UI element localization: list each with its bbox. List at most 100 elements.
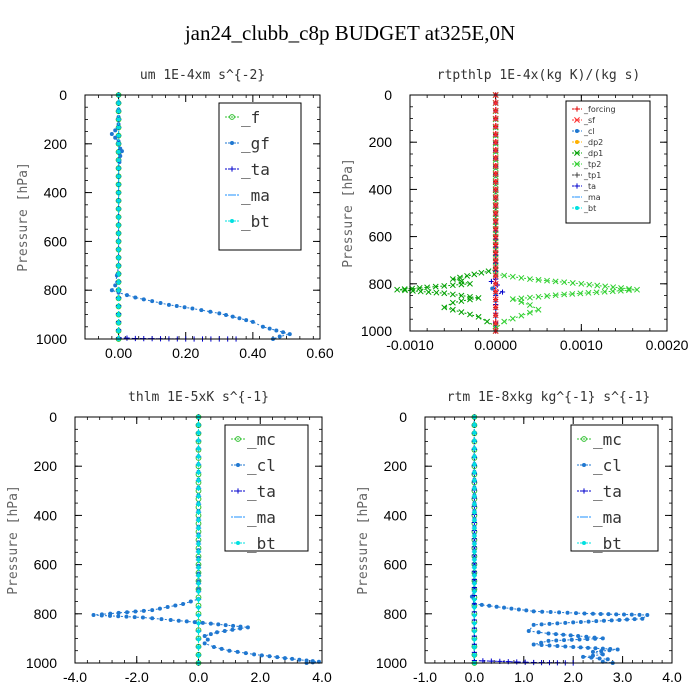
legend-label: _tp1	[583, 171, 601, 180]
legend-entry: _ta	[225, 160, 270, 179]
x-tick-label: -0.0010	[386, 337, 434, 353]
data-point	[274, 328, 279, 333]
data-point	[609, 618, 614, 623]
data-point	[188, 599, 193, 604]
data-point	[593, 636, 598, 641]
data-point	[514, 659, 520, 665]
data-point	[472, 549, 477, 554]
data-point	[243, 651, 248, 656]
data-point	[574, 611, 579, 616]
data-point	[282, 656, 287, 661]
data-point	[441, 304, 448, 311]
data-point	[196, 494, 201, 499]
data-point	[617, 617, 622, 622]
legend-swatch-marker	[574, 161, 580, 167]
legend-box	[224, 424, 309, 552]
data-point	[196, 478, 201, 483]
data-point	[475, 313, 482, 320]
data-point	[458, 298, 465, 305]
data-point	[231, 623, 236, 628]
y-axis-label: Pressure [hPa]	[6, 485, 21, 595]
legend-entry: _gf	[225, 134, 270, 153]
data-point	[250, 319, 255, 324]
x-tick-label: 0.0010	[560, 337, 603, 353]
data-point	[626, 285, 633, 292]
data-point	[196, 430, 201, 435]
legend-entry: _bt	[231, 534, 276, 553]
data-point	[173, 603, 178, 608]
data-point	[472, 597, 477, 602]
data-point	[581, 654, 586, 659]
data-point	[472, 438, 477, 443]
data-point	[199, 308, 204, 313]
data-point	[216, 622, 221, 627]
series-ta	[471, 414, 576, 666]
data-point	[176, 618, 181, 623]
data-point	[116, 149, 121, 154]
legend-swatch-marker	[574, 106, 580, 112]
data-point	[600, 636, 605, 641]
data-point	[645, 613, 650, 618]
data-point	[594, 282, 601, 289]
data-point	[472, 510, 477, 515]
legend-label: _dp1	[583, 149, 603, 158]
data-point	[522, 659, 528, 665]
y-tick-label: 400	[384, 507, 408, 523]
data-point	[168, 617, 173, 622]
legend-swatch-marker	[574, 183, 580, 189]
data-point	[99, 613, 104, 618]
data-point	[501, 318, 508, 325]
legend-label: _bt	[583, 204, 596, 213]
data-point	[449, 299, 456, 306]
data-point	[617, 287, 624, 294]
data-point	[133, 609, 138, 614]
data-point	[116, 255, 121, 260]
data-point	[637, 612, 642, 617]
data-point	[593, 646, 598, 651]
y-tick-label: 400	[34, 507, 58, 523]
data-point	[472, 478, 477, 483]
data-point	[227, 648, 232, 653]
data-point	[208, 621, 213, 626]
series-sf	[492, 92, 499, 334]
data-point	[472, 589, 477, 594]
data-point	[196, 597, 201, 602]
data-point	[531, 642, 536, 647]
data-point	[492, 272, 499, 279]
legend-label: _gf	[241, 134, 270, 153]
data-point	[565, 610, 570, 615]
data-point	[402, 287, 408, 294]
data-point	[526, 276, 533, 283]
legend: _f _gf _ta _ma _bt	[218, 102, 302, 251]
data-point	[484, 318, 491, 325]
data-point	[472, 629, 477, 634]
data-point	[196, 621, 201, 626]
data-point	[577, 290, 584, 297]
legend-entry: _bt	[572, 204, 596, 213]
legend-entry: _ta	[231, 482, 276, 501]
data-point	[472, 462, 477, 467]
plot-frame	[409, 94, 668, 332]
legend-label: _mc	[247, 430, 276, 449]
data-point	[576, 633, 581, 638]
data-point	[196, 573, 201, 578]
data-point	[464, 272, 471, 279]
data-point	[492, 233, 499, 240]
data-point	[601, 618, 606, 623]
data-point	[585, 637, 590, 642]
legend-label: _cl	[593, 456, 622, 475]
data-point	[509, 296, 516, 303]
data-point	[602, 283, 609, 290]
data-point	[614, 612, 619, 617]
legend-entry: _dp2	[572, 138, 603, 147]
data-point	[634, 286, 640, 293]
data-point	[200, 620, 205, 625]
data-point	[555, 644, 560, 649]
data-point	[563, 644, 568, 649]
data-point	[586, 281, 593, 288]
data-point	[116, 174, 121, 179]
data-point	[552, 278, 559, 285]
y-tick-label: 600	[369, 229, 393, 245]
data-point	[472, 454, 477, 459]
